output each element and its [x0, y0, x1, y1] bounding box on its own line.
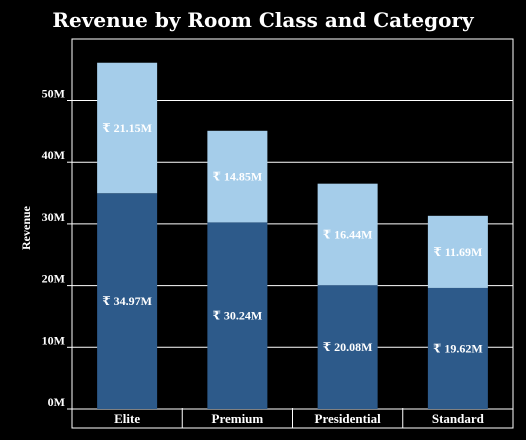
- y-axis-label: Revenue: [19, 205, 33, 250]
- data-label: ₹ 20.08M: [323, 340, 373, 354]
- x-category-label: Standard: [432, 411, 485, 426]
- bar-segment: [317, 183, 378, 286]
- y-axis-ticks: 0M 10M 20M 30M 40M 50M: [42, 87, 72, 410]
- x-category-label: Presidential: [315, 411, 382, 426]
- data-label: ₹ 34.97M: [102, 294, 152, 308]
- data-label: ₹ 11.69M: [433, 245, 482, 259]
- bars: [97, 62, 488, 409]
- bar-segment: [427, 287, 488, 409]
- bar-segment: [427, 215, 488, 288]
- bar-segment: [97, 62, 158, 194]
- x-axis-categories: Elite Premium Presidential Standard: [114, 408, 485, 428]
- y-tick-label: 10M: [42, 333, 65, 347]
- y-tick-label: 20M: [42, 272, 65, 286]
- data-labels: ₹ 34.97M ₹ 21.15M ₹ 30.24M ₹ 14.85M ₹ 20.08M…: [102, 121, 482, 355]
- data-label: ₹ 19.62M: [433, 341, 483, 355]
- y-tick-label: 30M: [42, 210, 65, 224]
- bar-segment: [97, 193, 158, 409]
- data-label: ₹ 21.15M: [102, 121, 152, 135]
- bar-segment: [207, 222, 268, 409]
- data-label: ₹ 14.85M: [213, 170, 263, 184]
- bar-segment: [317, 285, 378, 409]
- y-tick-label: 50M: [42, 87, 65, 101]
- y-tick-label: 40M: [42, 148, 65, 162]
- y-tick-label: 0M: [48, 395, 65, 409]
- data-label: ₹ 16.44M: [323, 227, 373, 241]
- x-category-label: Premium: [212, 411, 264, 426]
- x-category-label: Elite: [114, 411, 140, 426]
- data-label: ₹ 30.24M: [213, 309, 263, 323]
- chart-title: Revenue by Room Class and Category: [52, 8, 474, 32]
- bar-segment: [207, 130, 268, 223]
